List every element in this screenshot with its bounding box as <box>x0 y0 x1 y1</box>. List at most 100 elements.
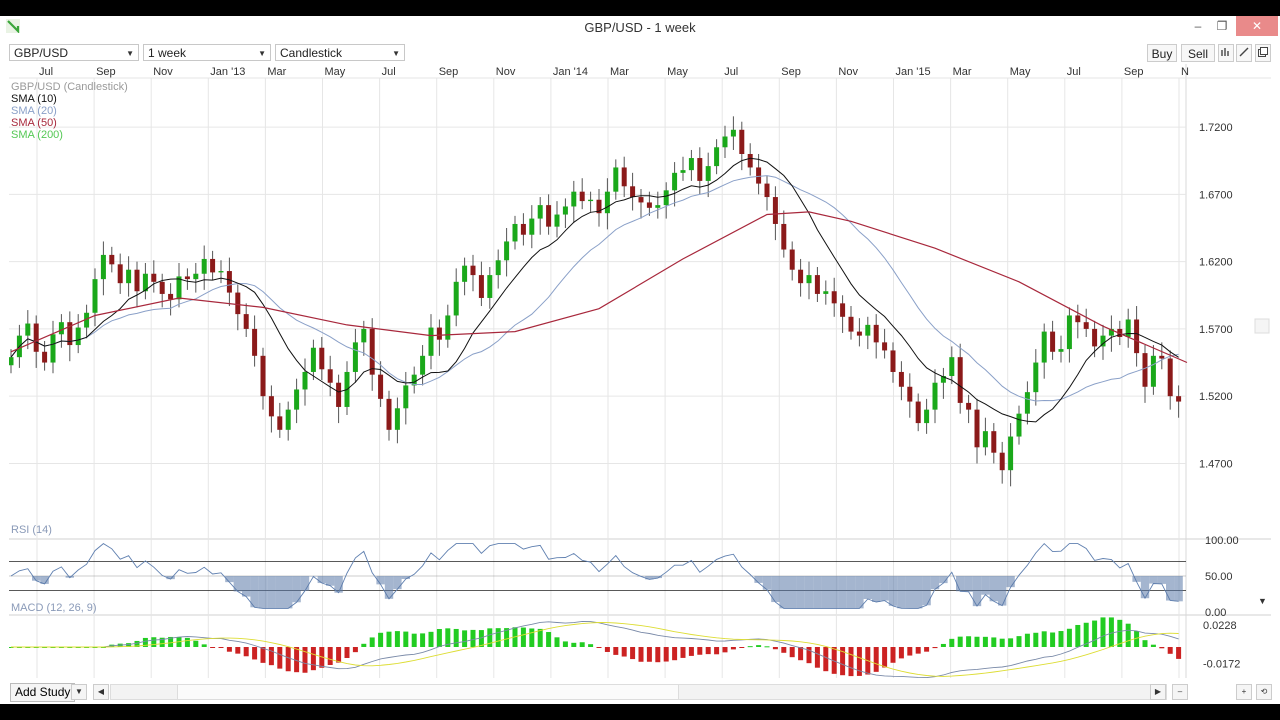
zoom-out-icon[interactable]: – <box>1172 684 1188 700</box>
rsi-below-fill <box>989 576 998 602</box>
close-button[interactable]: ✕ <box>1236 16 1278 36</box>
macd-histogram-bar <box>1150 644 1156 647</box>
rsi-below-fill <box>300 576 310 591</box>
macd-tick-label: 0.0228 <box>1203 620 1237 632</box>
candle-body <box>655 205 661 208</box>
x-tick-label: Jul <box>382 66 396 78</box>
price-tick-label: 1.6200 <box>1199 257 1233 269</box>
macd-histogram-bar <box>1033 632 1039 647</box>
macd-histogram-bar <box>58 647 64 648</box>
x-tick-label: Sep <box>1124 66 1144 78</box>
rsi-below-fill <box>384 576 394 599</box>
legend-rsi: RSI (14) <box>11 524 52 536</box>
chart-type-value: Candlestick <box>280 46 343 60</box>
rsi-below-fill <box>821 576 830 609</box>
rsi-below-fill <box>930 576 940 590</box>
macd-histogram-bar <box>697 647 703 655</box>
macd-histogram-bar <box>1134 630 1140 647</box>
candle-body <box>957 357 963 403</box>
candle-body <box>924 409 930 424</box>
candle-body <box>579 191 585 202</box>
candle-body <box>1050 331 1056 352</box>
candle-body <box>764 183 770 198</box>
candle-body <box>890 350 896 372</box>
macd-histogram-bar <box>420 633 426 647</box>
rsi-below-fill <box>242 576 251 597</box>
candle-body <box>1066 315 1072 350</box>
horizontal-scrollbar[interactable] <box>110 684 1167 700</box>
buy-button[interactable]: Buy <box>1147 44 1177 62</box>
rsi-tick-label: 100.00 <box>1205 535 1239 547</box>
chart-window: GBP/USD - 1 week – ❐ ✕ GBP/USD ▼ 1 week … <box>0 16 1280 704</box>
macd-histogram-bar <box>882 647 888 668</box>
symbol-dropdown[interactable]: GBP/USD ▼ <box>9 44 139 61</box>
price-chart-svg[interactable]: Jul Sep Nov Jan '13 Mar May Jul Sep Nov Jan '14 Ma… <box>9 64 1271 678</box>
candle-body <box>1142 353 1148 387</box>
candle-body <box>688 158 694 171</box>
candle-body <box>84 312 90 328</box>
macd-tick-label: -0.0172 <box>1203 659 1240 671</box>
draw-line-tool-icon[interactable] <box>1236 44 1252 62</box>
symbol-value: GBP/USD <box>14 46 69 60</box>
candle-body <box>327 369 333 383</box>
macd-histogram-bar <box>966 636 972 647</box>
reset-zoom-icon[interactable]: ⟲ <box>1256 684 1272 700</box>
macd-line <box>11 620 1179 678</box>
macd-histogram-bar <box>630 647 636 660</box>
add-study-button[interactable]: Add Study <box>10 683 76 702</box>
macd-histogram-bar <box>42 647 48 648</box>
scroll-right-icon[interactable]: ▶ <box>1150 684 1166 700</box>
chart-area[interactable]: Jul Sep Nov Jan '13 Mar May Jul Sep Nov Jan '14 Ma… <box>9 64 1271 678</box>
candle-body <box>882 342 888 351</box>
candle-body <box>1092 328 1098 347</box>
candle-body <box>966 402 972 410</box>
candle-body <box>848 316 854 332</box>
candle-body <box>907 386 913 402</box>
candle-body <box>1108 328 1114 336</box>
candle-body <box>201 258 207 274</box>
candle-body <box>714 147 720 167</box>
candle-body <box>1176 396 1182 402</box>
sma50-line <box>10 211 1188 364</box>
candle-body <box>58 322 64 335</box>
indicator-tool-icon[interactable] <box>1218 44 1234 62</box>
macd-histogram-bar <box>646 647 652 662</box>
window-title: GBP/USD - 1 week <box>584 20 696 35</box>
chart-type-dropdown[interactable]: Candlestick ▼ <box>275 44 405 61</box>
rsi-below-fill <box>645 576 654 580</box>
macd-histogram-bar <box>1108 617 1114 647</box>
macd-histogram-bar <box>596 647 602 648</box>
minimize-button[interactable]: – <box>1194 19 1202 33</box>
restore-button[interactable]: ❐ <box>1216 19 1228 33</box>
candle-body <box>495 260 501 276</box>
rsi-below-fill <box>1132 576 1141 582</box>
candle-body <box>193 273 199 280</box>
candle-body <box>92 279 98 313</box>
rsi-below-fill <box>393 576 402 590</box>
candle-body <box>100 254 106 280</box>
zoom-in-icon[interactable]: + <box>1236 684 1252 700</box>
popout-icon[interactable] <box>1255 44 1271 62</box>
macd-histogram-bar <box>957 636 963 647</box>
macd-histogram-bar <box>294 647 300 673</box>
macd-histogram-bar <box>932 647 938 649</box>
scroll-left-icon[interactable]: ◀ <box>93 684 109 700</box>
macd-histogram-bar <box>638 647 644 662</box>
macd-histogram-bar <box>394 631 400 647</box>
scroll-thumb[interactable] <box>177 685 679 699</box>
rsi-below-fill <box>905 576 914 609</box>
interval-dropdown[interactable]: 1 week ▼ <box>143 44 271 61</box>
chevron-down-icon: ▼ <box>392 49 400 58</box>
macd-histogram-bar <box>529 628 535 647</box>
macd-histogram-bar <box>67 647 73 648</box>
candle-body <box>126 269 132 284</box>
rsi-below-fill <box>1149 576 1158 584</box>
sell-button[interactable]: Sell <box>1181 44 1215 62</box>
x-tick-label: N <box>1181 66 1189 78</box>
x-tick-label: May <box>667 66 688 78</box>
candle-body <box>42 351 48 363</box>
x-tick-label: Jul <box>39 66 53 78</box>
rsi-below-fill <box>376 576 385 585</box>
macd-histogram-bar <box>33 647 39 648</box>
add-study-dropdown-icon[interactable]: ▼ <box>71 684 87 700</box>
